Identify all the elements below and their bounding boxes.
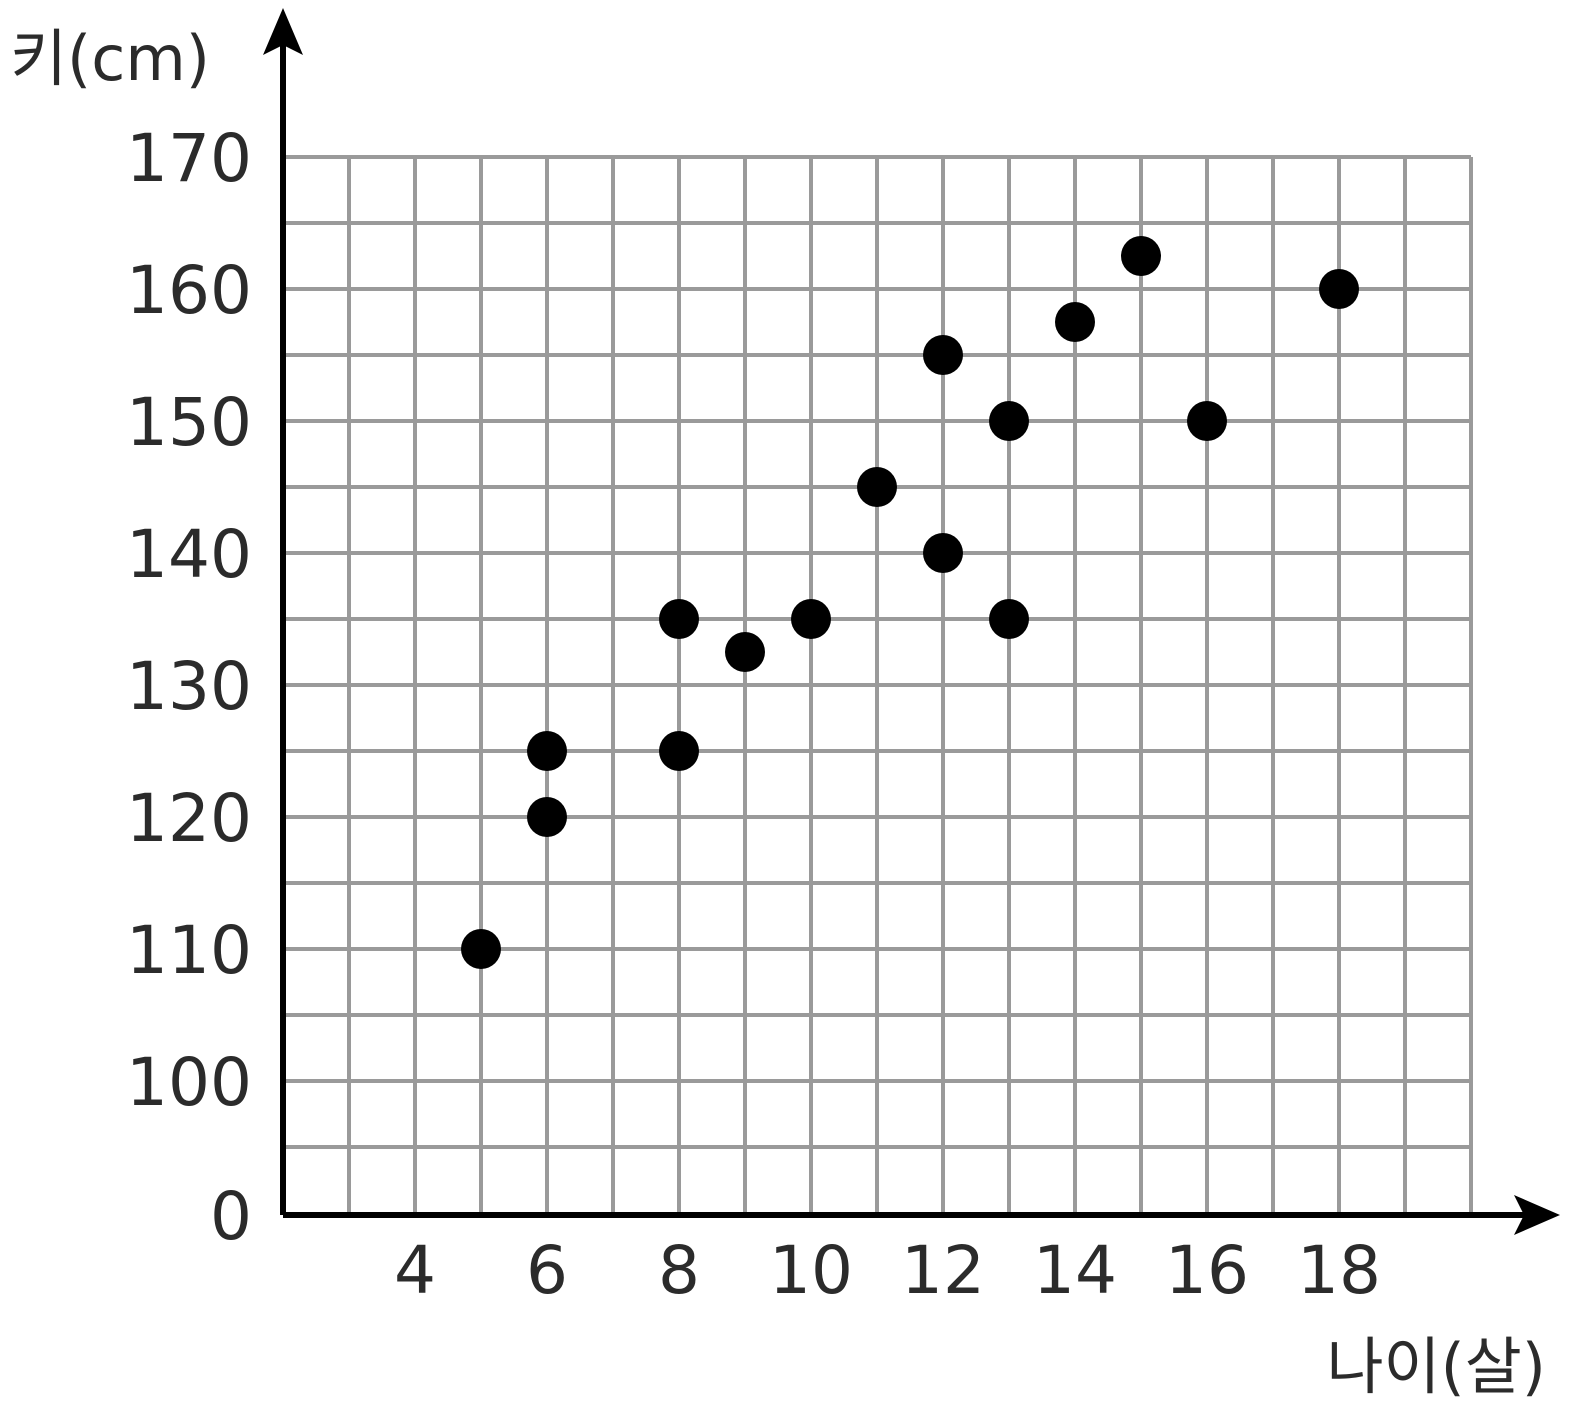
- data-point: [527, 797, 567, 837]
- y-axis-title: 키(cm): [10, 22, 210, 95]
- data-point: [527, 731, 567, 771]
- x-tick-label: 18: [1297, 1232, 1381, 1309]
- data-point: [1055, 302, 1095, 342]
- data-point: [791, 599, 831, 639]
- data-point: [1121, 236, 1161, 276]
- x-tick-labels: 4 6 8 10 12 14 16 18: [394, 1232, 1381, 1309]
- y-tick-label: 170: [126, 120, 252, 197]
- data-point: [989, 599, 1029, 639]
- y-tick-label: 160: [126, 252, 252, 329]
- x-tick-label: 6: [526, 1232, 568, 1309]
- x-axis-title: 나이(살): [1327, 1330, 1547, 1403]
- data-point: [461, 929, 501, 969]
- data-point: [857, 467, 897, 507]
- data-point: [1187, 401, 1227, 441]
- y-tick-label: 150: [126, 384, 252, 461]
- data-point: [923, 533, 963, 573]
- data-points: [461, 236, 1359, 969]
- axes: [263, 8, 1560, 1235]
- data-point: [923, 335, 963, 375]
- y-tick-label: 110: [126, 912, 252, 989]
- y-tick-label: 0: [210, 1178, 252, 1255]
- x-tick-label: 14: [1033, 1232, 1117, 1309]
- y-tick-label: 120: [126, 780, 252, 857]
- x-axis-arrow-icon: [1514, 1195, 1560, 1235]
- data-point: [1319, 269, 1359, 309]
- data-point: [989, 401, 1029, 441]
- data-point: [725, 632, 765, 672]
- y-tick-label: 140: [126, 516, 252, 593]
- y-tick-labels: 0 100 110 120 130 140 150 160 170: [126, 120, 252, 1255]
- x-tick-label: 4: [394, 1232, 436, 1309]
- y-tick-label: 100: [126, 1044, 252, 1121]
- data-point: [659, 599, 699, 639]
- data-point: [659, 731, 699, 771]
- grid: [283, 155, 1473, 1215]
- x-tick-label: 16: [1165, 1232, 1249, 1309]
- y-axis-arrow-icon: [263, 8, 303, 55]
- x-tick-label: 12: [901, 1232, 985, 1309]
- x-tick-label: 8: [658, 1232, 700, 1309]
- y-tick-label: 130: [126, 648, 252, 725]
- x-tick-label: 10: [769, 1232, 853, 1309]
